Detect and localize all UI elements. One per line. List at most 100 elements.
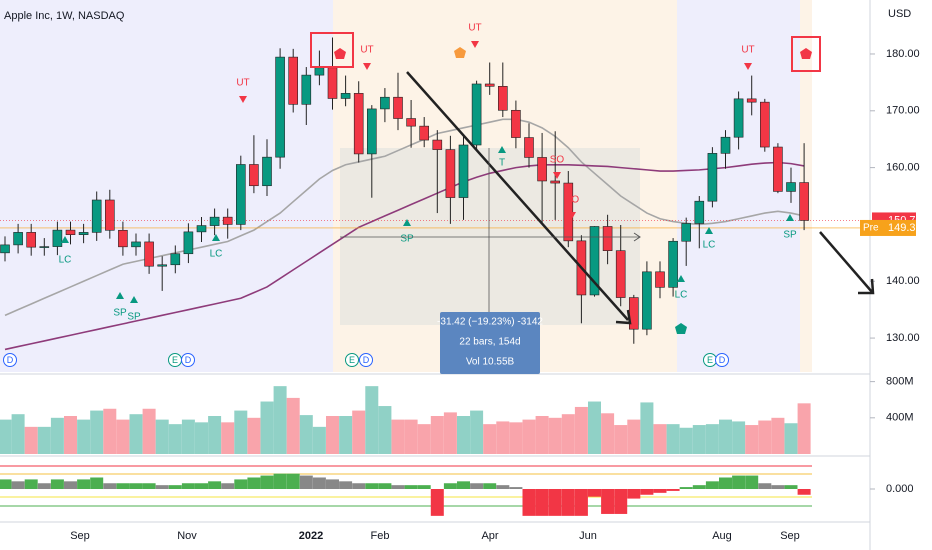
signal-label: SP [400,234,414,245]
volume-bar [627,419,641,454]
candle-body [118,229,128,248]
histogram-bar [247,477,261,489]
histogram-bar [574,489,588,516]
volume-bar [548,417,562,454]
histogram-bar [588,489,601,497]
volume-bar [64,416,77,454]
histogram-bar [404,485,418,489]
histogram-bar [640,489,654,495]
currency-label: USD [888,8,911,20]
candle-body [786,182,796,192]
y-tick-label: 0.000 [886,483,914,495]
candle-body [157,264,167,267]
histogram-bar [0,479,12,489]
candle-body [131,241,141,248]
signal-arrow [677,275,685,282]
x-tick-label: Sep [780,530,800,542]
histogram-bar [679,487,693,489]
histogram-bar [692,485,706,489]
volume-bar [208,416,222,454]
candle-body [707,153,718,202]
histogram-bar [77,479,91,489]
candle-body [458,144,469,198]
event-label: D [185,355,192,365]
measure-text: 22 bars, 154d [459,337,520,348]
candle-body [144,241,154,267]
measure-box [440,312,540,374]
volume-bar [614,425,628,454]
arrow-head [633,232,641,242]
histogram-bar [614,489,628,514]
event-icon [359,353,373,367]
candle-body [550,180,561,184]
candle-body [602,226,613,251]
signal-label: UT [468,23,481,34]
signal-label: SP [113,308,127,319]
histogram-bar [339,481,353,489]
histogram-bar [509,487,523,489]
y-tick-label: 180.00 [886,48,920,60]
moving-average [4,161,805,351]
volume-bar [326,416,339,454]
candle-body [353,93,364,155]
histogram-bar [666,489,680,491]
volume-bar [50,417,64,454]
histogram-bar [457,481,470,489]
signal-icon [334,48,346,59]
volume-bar [142,408,156,454]
volume-bar [273,386,287,454]
volume-bar [509,422,523,454]
histogram-bar [797,489,811,495]
histogram-bar [299,475,313,489]
histogram-bar [705,481,719,489]
signal-arrow [498,146,506,153]
histogram-bar [181,483,195,489]
histogram-bar [522,489,536,516]
volume-bar [0,419,12,454]
histogram-bar [90,477,104,489]
signal-arrow [471,41,479,48]
histogram-bar [273,473,287,489]
candle-body [262,156,272,187]
volume-bar [758,420,772,454]
volume-bar [653,424,667,454]
volume-bar [732,421,746,454]
volume-bar [234,410,248,454]
event-label: E [172,355,178,365]
candle-body [642,271,652,330]
x-tick-label: Nov [177,530,197,542]
x-tick-label: Apr [481,530,498,542]
candle-body [746,98,757,103]
histogram-bar [365,483,379,489]
histogram-bar [732,475,746,489]
premarket-badge [860,219,916,236]
signal-label: LC [703,240,716,251]
candle-body [52,229,63,247]
histogram-bar [195,483,208,489]
volume-bar [103,408,117,454]
signal-icon [454,47,466,58]
signal-label: SO [550,155,565,166]
signal-label: UT [741,45,754,56]
candle-body [91,199,102,233]
histogram-bar [719,477,732,489]
histogram-bar [627,489,641,499]
histogram-bar [103,483,117,489]
chart-title: Apple Inc, 1W, NASDAQ [4,10,125,22]
signal-arrow [61,236,69,243]
x-tick-label: Sep [70,530,90,542]
volume-bar [666,424,680,454]
candle-body [694,200,705,224]
histogram-bar [745,475,759,489]
candle-body [288,56,299,105]
histogram-bar [653,489,667,493]
signal-arrow [568,212,576,219]
signal-label: LC [210,249,223,260]
event-icon [181,353,195,367]
candle-body [445,149,456,198]
candle-body [65,229,76,235]
signal-icon [800,48,812,59]
histogram-bar [221,483,235,489]
measure-text: -31.42 (−19.23%) -3142 [437,317,543,328]
